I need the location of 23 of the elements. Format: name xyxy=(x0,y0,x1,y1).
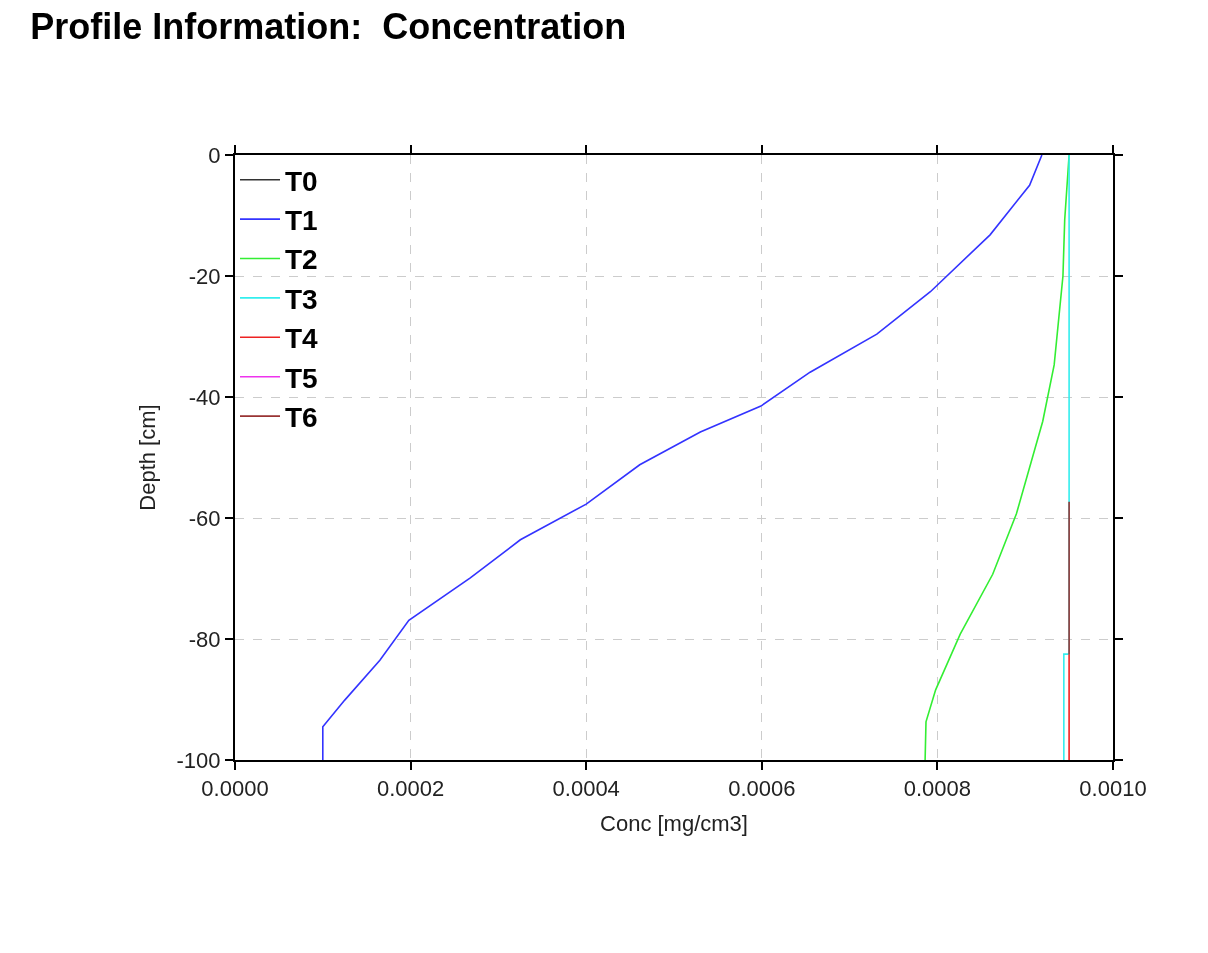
x-tick-label: 0.0000 xyxy=(201,776,269,802)
legend-label: T2 xyxy=(285,244,318,276)
x-tick-label: 0.0002 xyxy=(376,776,445,802)
legend-label: T4 xyxy=(285,323,319,355)
x-tick-label: 0.0006 xyxy=(728,776,796,802)
y-tick-label: 0 xyxy=(208,142,221,168)
legend-label: T6 xyxy=(285,402,318,434)
legend-label: T5 xyxy=(285,362,318,394)
legend-label: T0 xyxy=(285,165,318,197)
y-tick-label: -40 xyxy=(188,384,221,410)
y-axis-title: Depth [cm] xyxy=(134,404,160,511)
x-tick-label: 0.0010 xyxy=(1079,776,1147,802)
y-tick-label: -20 xyxy=(188,263,221,289)
legend-label: T1 xyxy=(285,205,318,237)
legend-label: T3 xyxy=(285,283,318,315)
chart-title: Profile Information: Concentration xyxy=(30,6,627,48)
line-series xyxy=(322,155,1043,760)
y-tick-label: -60 xyxy=(188,505,221,531)
x-tick-label: 0.0004 xyxy=(552,776,620,802)
y-tick-label: -80 xyxy=(188,626,221,652)
y-tick-label: -100 xyxy=(176,747,221,773)
x-axis-title: Conc [mg/cm3] xyxy=(600,810,748,836)
x-tick-label: 0.0008 xyxy=(903,776,972,802)
